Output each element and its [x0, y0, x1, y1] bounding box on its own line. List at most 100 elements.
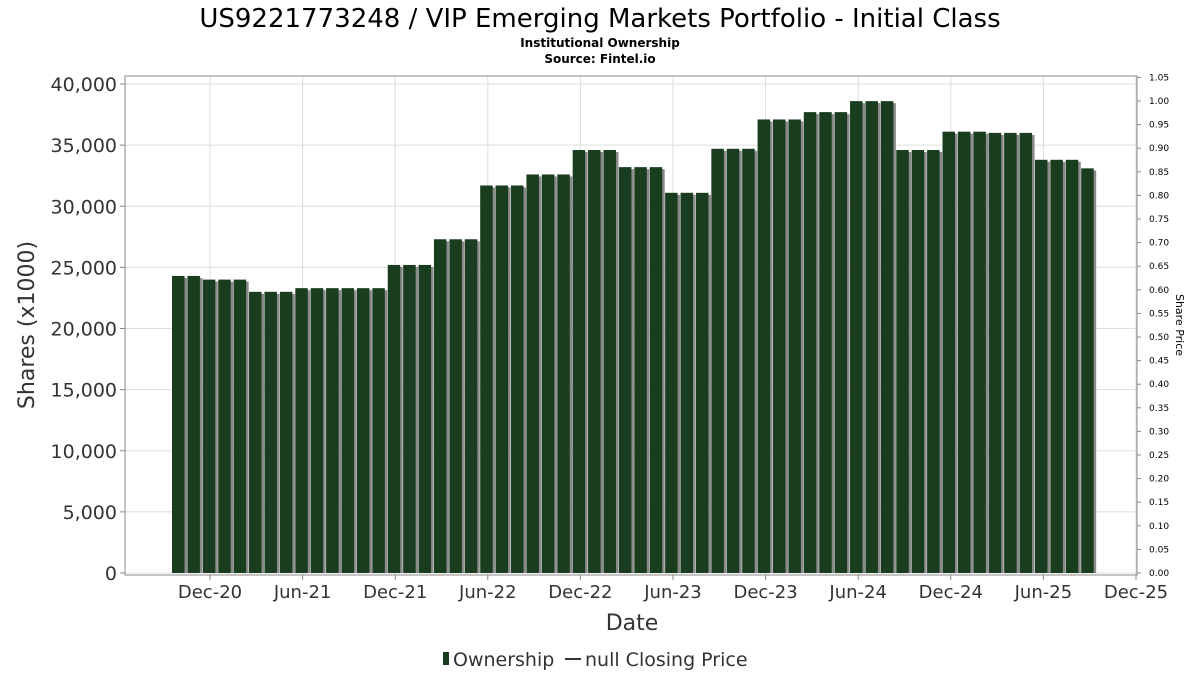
y2-tick-label: 0.55 — [1149, 309, 1169, 319]
ownership-bar — [387, 264, 401, 573]
ownership-bar — [757, 119, 771, 573]
legend-price-label: null Closing Price — [585, 649, 748, 671]
y2-tick-label: 1.00 — [1149, 97, 1169, 107]
y2-tick-label: 1.05 — [1149, 73, 1169, 83]
y2-tick-label: 0.65 — [1149, 262, 1169, 272]
y2-tick-label: 0.30 — [1149, 427, 1169, 437]
legend: Ownership null Closing Price — [443, 649, 748, 671]
chart-subtitle: Institutional Ownership — [520, 36, 680, 50]
ownership-bar — [896, 150, 909, 573]
ownership-bar — [726, 148, 740, 574]
y-tick-label: 15,000 — [51, 380, 117, 402]
x-tick-label: Dec-25 — [1104, 582, 1168, 603]
ownership-bar — [588, 150, 601, 573]
x-tick-label: Dec-21 — [363, 582, 427, 603]
ownership-bar — [356, 288, 370, 573]
ownership-bar — [665, 192, 678, 574]
ownership-bar — [495, 185, 509, 573]
ownership-bar — [372, 288, 385, 573]
ownership-bar — [326, 288, 339, 573]
x-tick-label: Jun-25 — [1014, 582, 1073, 603]
ownership-bar — [649, 167, 663, 573]
ownership-bar — [911, 150, 925, 573]
ownership-bar — [880, 101, 894, 574]
ownership-bar — [541, 174, 555, 573]
ownership-bar — [772, 119, 786, 573]
ownership-bar — [634, 167, 647, 573]
y2-tick-label: 0.50 — [1149, 333, 1169, 343]
y-axis-label: Shares (x1000) — [15, 241, 40, 409]
ownership-bar — [249, 291, 262, 573]
y2-tick-label: 0.90 — [1149, 144, 1169, 154]
ownership-bar — [433, 239, 447, 573]
ownership-bar — [233, 279, 247, 573]
y2-tick-label: 0.45 — [1149, 357, 1169, 367]
ownership-bar — [172, 275, 185, 573]
ownership-bar — [218, 279, 231, 573]
y2-tick-label: 0.80 — [1149, 191, 1169, 201]
ownership-bar — [618, 167, 632, 573]
ownership-bar — [865, 101, 878, 574]
ownership-bar — [1019, 132, 1033, 573]
ownership-bar — [403, 264, 416, 573]
ownership-bar — [850, 101, 863, 574]
ownership-bar — [742, 148, 755, 574]
ownership-bar — [957, 131, 971, 574]
y-tick-label: 35,000 — [51, 135, 117, 157]
x-tick-label: Jun-21 — [273, 582, 332, 603]
chart-source: Source: Fintel.io — [544, 52, 655, 66]
y2-tick-label: 0.95 — [1149, 121, 1169, 131]
ownership-bar — [711, 148, 724, 574]
ownership-bar — [341, 288, 355, 573]
x-tick-label: Jun-23 — [643, 582, 702, 603]
ownership-bar — [927, 150, 940, 573]
x-axis-ticks: Dec-20 Jun-21 Dec-21 Jun-22 Dec-22 Jun-23 Dec-… — [178, 575, 1168, 603]
y-tick-label: 10,000 — [51, 441, 117, 463]
ownership-bar — [834, 112, 848, 574]
ownership-bar — [680, 192, 694, 574]
ownership-bar — [418, 264, 432, 573]
ownership-bar — [449, 239, 462, 573]
ownership-bar — [1065, 159, 1079, 574]
y2-tick-label: 0.70 — [1149, 239, 1169, 249]
x-tick-label: Jun-22 — [458, 582, 517, 603]
ownership-bar — [202, 279, 216, 573]
ownership-bar — [557, 174, 570, 573]
y2-tick-label: 0.85 — [1149, 168, 1169, 178]
ownership-bar — [310, 288, 324, 573]
ownership-bar — [480, 185, 493, 573]
ownership-bar — [1081, 168, 1094, 574]
y2-tick-label: 0.25 — [1149, 451, 1169, 461]
y2-tick-label: 0.00 — [1149, 569, 1169, 579]
ownership-bar — [572, 150, 586, 573]
ownership-bar — [819, 112, 832, 574]
ownership-bar — [1004, 132, 1017, 573]
chart-title: US9221773248 / VIP Emerging Markets Port… — [199, 4, 1000, 34]
ownership-bar — [988, 132, 1002, 573]
ownership-bar — [526, 174, 539, 573]
x-axis-label: Date — [606, 611, 659, 636]
ownership-bar — [803, 112, 817, 574]
x-tick-label: Dec-20 — [178, 582, 242, 603]
y2-tick-label: 0.35 — [1149, 404, 1169, 414]
ownership-bar — [1050, 159, 1063, 574]
y-tick-label: 5,000 — [63, 502, 117, 524]
x-tick-label: Dec-23 — [733, 582, 797, 603]
y2-tick-label: 0.05 — [1149, 545, 1169, 555]
y-tick-label: 0 — [105, 563, 117, 585]
bars — [172, 101, 1097, 574]
y-tick-label: 40,000 — [51, 74, 117, 96]
legend-ownership-swatch — [443, 652, 449, 665]
ownership-bar — [603, 150, 616, 573]
y2-tick-label: 0.75 — [1149, 215, 1169, 225]
legend-ownership-label: Ownership — [453, 649, 554, 671]
ownership-bar — [942, 131, 955, 574]
y2-tick-label: 0.40 — [1149, 380, 1169, 390]
y2-tick-label: 0.10 — [1149, 522, 1169, 532]
ownership-bar — [695, 192, 709, 574]
ownership-bar — [187, 275, 200, 573]
ownership-bar — [264, 291, 277, 573]
ownership-bar — [973, 131, 986, 574]
y-axis-ticks: 0 5,000 10,000 15,000 20,000 25,000 30,000 35,0… — [51, 74, 125, 585]
y-tick-label: 30,000 — [51, 196, 117, 218]
